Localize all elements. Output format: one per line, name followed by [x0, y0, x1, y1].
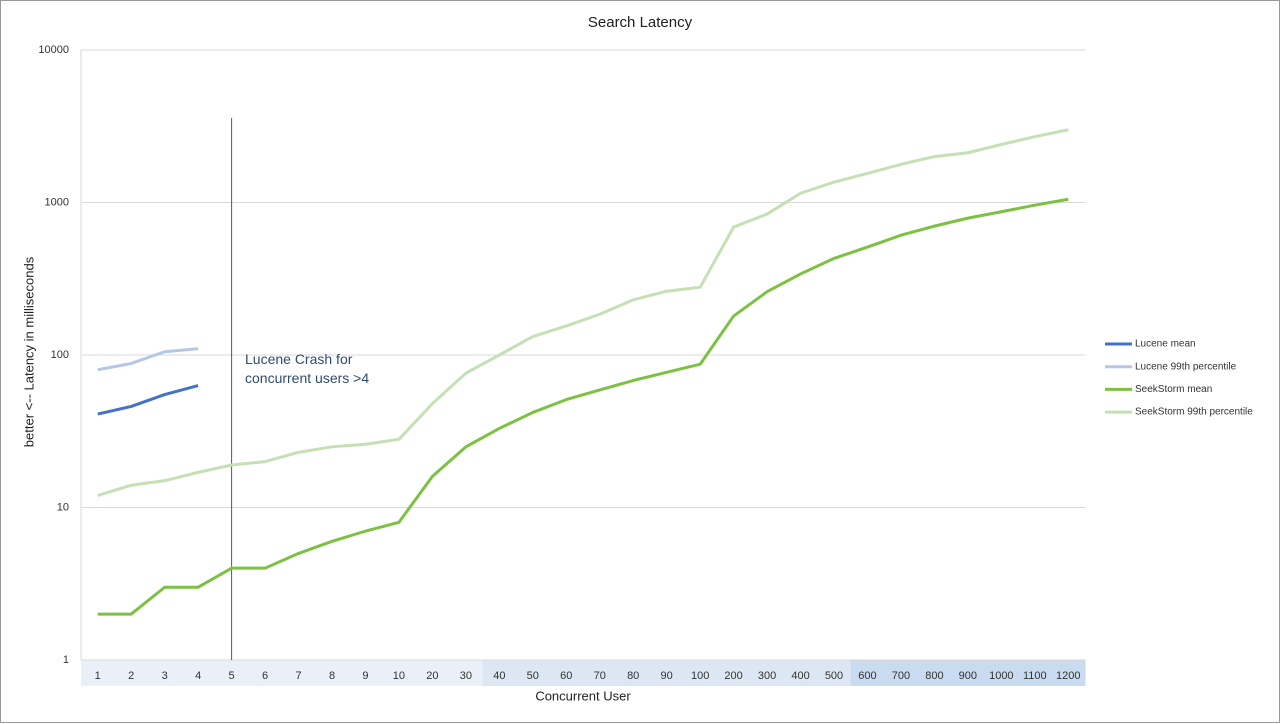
category-band	[884, 660, 919, 686]
category-band	[951, 660, 986, 686]
category-band	[783, 660, 818, 686]
y-tick-label: 10	[57, 501, 69, 513]
category-band	[850, 660, 885, 686]
series-line	[97, 384, 199, 416]
x-axis-label: Concurrent User	[535, 688, 631, 703]
x-tick-label: 70	[594, 670, 606, 682]
category-band	[382, 660, 417, 686]
x-tick-label: 100	[691, 670, 709, 682]
x-tick-label: 700	[892, 670, 910, 682]
category-band	[248, 660, 283, 686]
x-tick-label: 500	[825, 670, 843, 682]
series-line	[97, 347, 199, 372]
category-band	[917, 660, 952, 686]
series-line	[97, 197, 1069, 616]
x-tick-label: 20	[426, 670, 438, 682]
x-tick-label: 30	[460, 670, 472, 682]
x-tick-label: 5	[229, 670, 235, 682]
category-band	[817, 660, 852, 686]
x-tick-label: 600	[858, 670, 876, 682]
category-band	[348, 660, 383, 686]
x-tick-label: 80	[627, 670, 639, 682]
x-tick-label: 900	[959, 670, 977, 682]
category-band	[649, 660, 684, 686]
x-tick-label: 1	[95, 670, 101, 682]
x-tick-label: 90	[661, 670, 673, 682]
category-band	[683, 660, 718, 686]
category-band	[449, 660, 484, 686]
x-tick-label: 9	[362, 670, 368, 682]
legend-label: Lucene mean	[1135, 339, 1196, 350]
x-tick-label: 200	[724, 670, 742, 682]
x-tick-label: 3	[162, 670, 168, 682]
legend-label: SeekStorm 99th percentile	[1135, 407, 1253, 418]
category-band	[616, 660, 651, 686]
category-band	[549, 660, 584, 686]
y-tick-label: 1	[63, 654, 69, 666]
y-tick-label: 100	[51, 349, 69, 361]
category-band	[716, 660, 751, 686]
x-tick-label: 1200	[1056, 670, 1080, 682]
x-tick-label: 40	[493, 670, 505, 682]
y-tick-label: 1000	[45, 196, 69, 208]
x-tick-label: 8	[329, 670, 335, 682]
category-band	[482, 660, 517, 686]
category-band	[114, 660, 149, 686]
y-tick-label: 10000	[38, 44, 69, 56]
category-band	[281, 660, 316, 686]
category-band	[583, 660, 617, 686]
x-tick-label: 1100	[1023, 670, 1047, 682]
x-tick-label: 6	[262, 670, 268, 682]
category-band	[516, 660, 551, 686]
x-tick-label: 4	[195, 670, 201, 682]
x-tick-label: 50	[527, 670, 539, 682]
x-tick-label: 2	[128, 670, 134, 682]
x-tick-label: 800	[925, 670, 943, 682]
category-band	[1018, 660, 1053, 686]
x-tick-label: 10	[393, 670, 405, 682]
category-band	[181, 660, 216, 686]
x-tick-label: 300	[758, 670, 776, 682]
legend-label: Lucene 99th percentile	[1135, 361, 1237, 372]
series-line	[97, 128, 1069, 497]
x-tick-label: 1000	[989, 670, 1013, 682]
category-band	[81, 660, 115, 686]
category-band	[315, 660, 350, 686]
legend-label: SeekStorm mean	[1135, 384, 1212, 395]
category-band	[984, 660, 1019, 686]
category-band	[750, 660, 785, 686]
category-band	[415, 660, 450, 686]
category-band	[214, 660, 249, 686]
annotation: Lucene Crash for concurrent users >4	[245, 351, 370, 386]
x-tick-label: 7	[295, 670, 301, 682]
x-tick-label: 60	[560, 670, 572, 682]
chart-title: Search Latency	[588, 14, 693, 31]
x-tick-label: 400	[791, 670, 809, 682]
category-band	[147, 660, 182, 686]
category-band	[1051, 660, 1086, 686]
y-axis-label: better <-- Latency in milliseconds	[21, 256, 36, 447]
